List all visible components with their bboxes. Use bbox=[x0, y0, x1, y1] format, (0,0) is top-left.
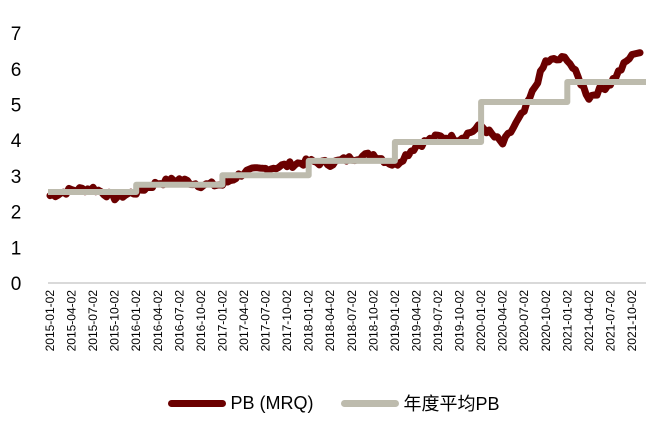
x-tick-label: 2016-07-02 bbox=[172, 290, 186, 352]
legend-item-pb-mrq: PB (MRQ) bbox=[168, 393, 313, 414]
x-tick-label: 2018-10-02 bbox=[366, 290, 380, 352]
x-tick-label: 2017-10-02 bbox=[280, 290, 294, 352]
x-tick-label: 2017-07-02 bbox=[259, 290, 273, 352]
y-tick-label: 3 bbox=[11, 167, 22, 188]
x-tick-label: 2021-04-02 bbox=[582, 290, 596, 352]
x-tick-label: 2019-10-02 bbox=[453, 290, 467, 352]
y-tick-label: 5 bbox=[11, 96, 22, 117]
x-tick-label: 2019-07-02 bbox=[431, 290, 445, 352]
x-tick-label: 2015-07-02 bbox=[86, 290, 100, 352]
x-tick-label: 2020-10-02 bbox=[539, 290, 553, 352]
x-tick-label: 2021-10-02 bbox=[625, 290, 639, 352]
x-tick-label: 2015-04-02 bbox=[65, 290, 79, 352]
x-tick-label: 2016-01-02 bbox=[129, 290, 143, 352]
pb-mrq-series bbox=[46, 49, 644, 204]
y-axis: 0 1 2 3 4 5 6 7 bbox=[11, 24, 22, 295]
legend-label-annual-avg: 年度平均PB bbox=[403, 394, 500, 414]
y-tick-label: 4 bbox=[11, 131, 22, 152]
legend-swatch-annual-avg bbox=[341, 399, 400, 407]
x-tick-label: 2018-07-02 bbox=[345, 290, 359, 352]
x-tick-label: 2020-01-02 bbox=[474, 290, 488, 352]
y-tick-label: 1 bbox=[11, 238, 22, 259]
x-tick-label: 2021-01-02 bbox=[560, 290, 574, 352]
x-tick-label: 2016-10-02 bbox=[194, 290, 208, 352]
x-tick-label: 2018-04-02 bbox=[323, 290, 337, 352]
x-tick-label: 2017-01-02 bbox=[215, 290, 229, 352]
legend-item-annual-avg: 年度平均PB bbox=[341, 390, 500, 416]
legend-swatch-pb-mrq bbox=[168, 399, 227, 407]
x-tick-label: 2015-10-02 bbox=[108, 290, 122, 352]
x-tick-label: 2016-04-02 bbox=[151, 290, 165, 352]
x-axis: 2015-01-02 2015-04-02 2015-07-02 2015-10-02… bbox=[43, 290, 639, 352]
legend-label-pb-mrq: PB (MRQ) bbox=[230, 392, 314, 413]
annual-avg-pb-series bbox=[48, 79, 646, 195]
legend: PB (MRQ) 年度平均PB bbox=[0, 388, 668, 418]
x-tick-label: 2021-07-02 bbox=[603, 290, 617, 352]
y-tick-label: 6 bbox=[11, 60, 22, 81]
y-tick-label: 2 bbox=[11, 203, 22, 224]
x-tick-label: 2017-04-02 bbox=[237, 290, 251, 352]
y-tick-label: 0 bbox=[11, 274, 22, 295]
x-tick-label: 2015-01-02 bbox=[43, 290, 57, 352]
x-tick-label: 2020-07-02 bbox=[517, 290, 531, 352]
x-tick-label: 2019-01-02 bbox=[388, 290, 402, 352]
x-tick-label: 2019-04-02 bbox=[409, 290, 423, 352]
y-tick-label: 7 bbox=[11, 24, 22, 45]
x-tick-label: 2020-04-02 bbox=[496, 290, 510, 352]
x-tick-label: 2018-01-02 bbox=[302, 290, 316, 352]
